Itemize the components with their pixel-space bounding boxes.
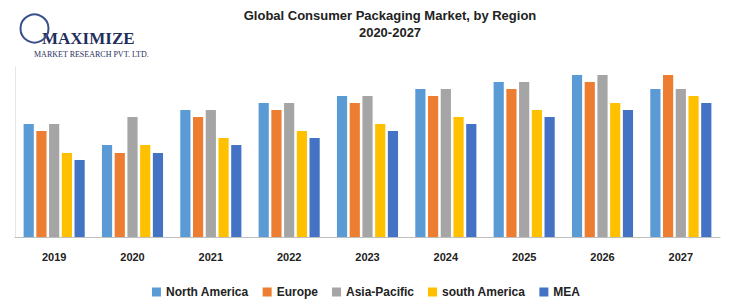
svg-text:2023: 2023: [355, 251, 379, 263]
svg-text:MAXIMIZE: MAXIMIZE: [42, 29, 135, 48]
svg-text:Europe: Europe: [277, 285, 319, 299]
svg-text:North America: North America: [166, 285, 249, 299]
svg-text:2022: 2022: [277, 251, 301, 263]
svg-text:2019: 2019: [42, 251, 66, 263]
svg-text:2027: 2027: [669, 251, 693, 263]
svg-text:south America: south America: [442, 285, 525, 299]
svg-text:2025: 2025: [512, 251, 536, 263]
svg-text:Asia-Pacific: Asia-Pacific: [346, 285, 414, 299]
svg-text:2024: 2024: [434, 251, 459, 263]
svg-text:Global Consumer Packaging Mark: Global Consumer Packaging Market, by Reg…: [244, 8, 537, 23]
svg-text:MEA: MEA: [553, 285, 580, 299]
svg-text:2020-2027: 2020-2027: [359, 25, 421, 40]
svg-text:2021: 2021: [199, 251, 223, 263]
svg-text:2026: 2026: [590, 251, 614, 263]
svg-text:2020: 2020: [120, 251, 144, 263]
svg-text:MARKET RESEARCH PVT. LTD.: MARKET RESEARCH PVT. LTD.: [34, 50, 149, 59]
